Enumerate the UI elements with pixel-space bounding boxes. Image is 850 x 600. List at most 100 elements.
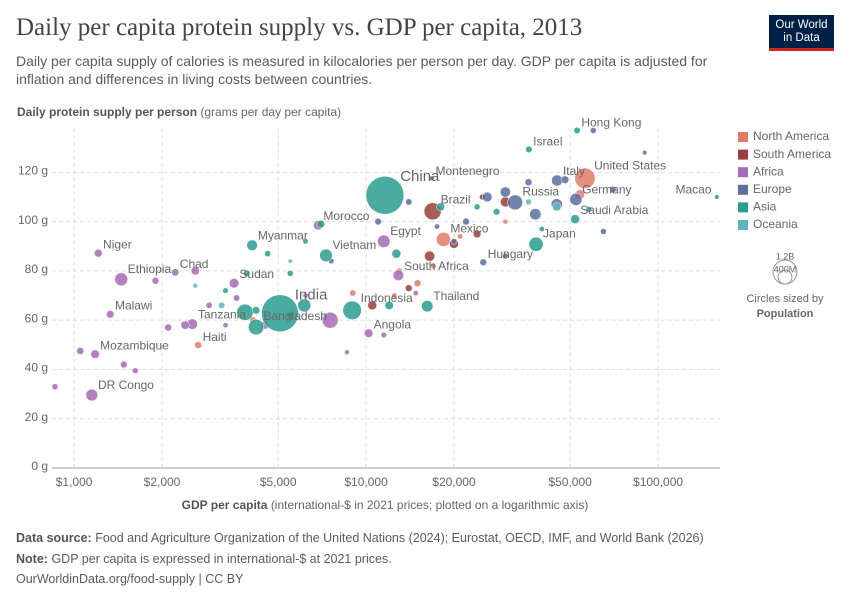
point [380, 331, 387, 339]
point [436, 202, 445, 212]
point [194, 341, 202, 349]
point [391, 292, 398, 299]
logo-line: in Data [783, 32, 820, 44]
point [573, 126, 581, 134]
legend-swatch [738, 132, 748, 142]
point [120, 360, 128, 369]
point [151, 277, 160, 285]
size-legend-label: 400M [774, 265, 797, 275]
point-label: Ethiopia [128, 262, 172, 276]
point [192, 282, 198, 289]
point [574, 167, 596, 189]
point [642, 150, 648, 156]
point [589, 127, 597, 134]
point [344, 349, 350, 355]
point-label: Germany [582, 182, 631, 196]
point [106, 310, 115, 319]
point [377, 234, 391, 248]
legend-swatch [738, 149, 748, 160]
point [479, 258, 487, 266]
point [190, 266, 200, 276]
x-tick-label: $10,000 [344, 475, 388, 489]
point-label: Malawi [115, 299, 152, 313]
point-label: Thailand [433, 289, 479, 303]
point [114, 272, 128, 287]
point [412, 290, 419, 296]
url[interactable]: OurWorldinData.org/food-supply | CC BY [16, 572, 244, 586]
point [525, 145, 533, 153]
point [384, 300, 394, 310]
point [430, 262, 437, 270]
footer: Data source: Food and Agriculture Organi… [16, 528, 704, 590]
point [180, 320, 190, 330]
point [462, 217, 470, 226]
point-label: Hungary [488, 247, 533, 261]
point [243, 269, 251, 277]
size-legend-title: Circles sized by [746, 293, 824, 305]
y-title: Daily protein supply per person [17, 105, 197, 119]
x-tick-label: $100,000 [633, 475, 683, 489]
point [90, 349, 100, 359]
point [524, 178, 533, 186]
y-tick-label: 100 g [18, 213, 48, 227]
x-axis-title: GDP per capita (international-$ in 2021 … [182, 498, 589, 512]
point [450, 238, 458, 245]
point-label: Myanmar [258, 229, 308, 243]
point [302, 238, 309, 245]
x-tick-label: $1,000 [56, 475, 93, 489]
point-label: Brazil [441, 192, 471, 206]
point-label: Hong Kong [581, 115, 641, 129]
point [482, 191, 493, 203]
size-legend-label: 1.2B [776, 251, 795, 261]
point [302, 292, 309, 299]
point-label: South Africa [404, 259, 469, 273]
size-legend-variable: Population [757, 308, 814, 320]
logo-line: Our World [775, 19, 828, 31]
point [264, 250, 271, 258]
point [349, 289, 357, 297]
title: Daily per capita protein supply vs. GDP … [16, 14, 583, 41]
point [228, 278, 240, 289]
point [472, 229, 482, 239]
point [205, 302, 213, 309]
point [405, 284, 413, 292]
point [261, 294, 299, 333]
x-tick-label: $50,000 [548, 475, 592, 489]
point [391, 248, 402, 259]
point [413, 279, 422, 287]
point [424, 250, 435, 262]
point-label: Angola [374, 317, 412, 331]
point [248, 319, 265, 336]
point-label: United States [594, 158, 666, 172]
legend-swatch [738, 167, 748, 178]
point-label: Vietnam [332, 238, 376, 252]
x-tick-label: $2,000 [144, 475, 181, 489]
point [287, 258, 293, 264]
y-tick-label: 120 g [18, 164, 48, 178]
point [569, 193, 583, 206]
point [529, 208, 542, 221]
y-axis-title: Daily protein supply per person (grams p… [17, 105, 341, 119]
note: GDP per capita is expressed in internati… [51, 551, 392, 566]
source-label: Data source: [16, 531, 92, 545]
point [365, 176, 405, 215]
logo[interactable]: Our World in Data [769, 15, 834, 51]
point [132, 367, 139, 374]
point [473, 203, 481, 211]
point-label: Chad [180, 257, 209, 271]
point [246, 239, 258, 251]
subtitle: Daily per capita supply of calories is m… [16, 53, 708, 87]
note-label: Note: [16, 551, 48, 566]
point [218, 301, 226, 309]
point-label: DR Congo [98, 378, 154, 392]
point-label: Russia [522, 184, 559, 198]
point [342, 300, 362, 320]
point [609, 186, 617, 194]
point [374, 217, 382, 226]
point-label: Mexico [450, 222, 488, 236]
point [222, 287, 229, 294]
point [286, 270, 294, 277]
point-label: Saudi Arabia [580, 203, 648, 217]
point [457, 233, 464, 240]
